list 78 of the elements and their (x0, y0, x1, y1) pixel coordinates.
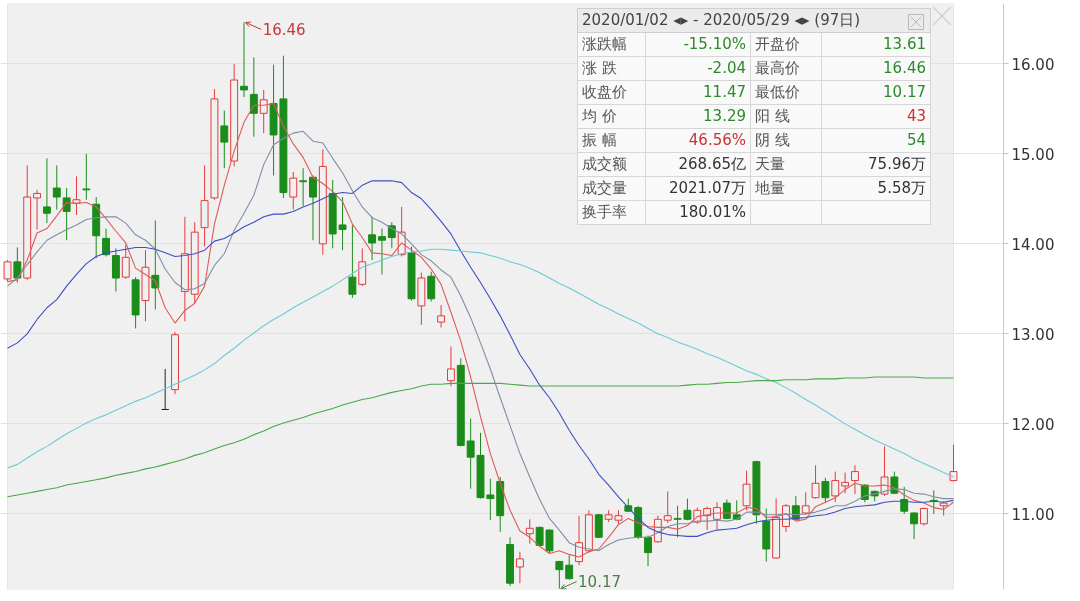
candlestick (259, 89, 268, 134)
candlestick (644, 534, 652, 567)
candlestick (900, 486, 909, 515)
annotation: 10.17 (821, 80, 931, 105)
annotation: 最低价 (750, 80, 822, 105)
annotation: 16.46 (262, 21, 306, 40)
candlestick (62, 187, 71, 241)
candlestick (309, 174, 317, 241)
candlestick (515, 551, 524, 584)
candlestick (358, 247, 367, 287)
annotation: 43 (821, 104, 931, 129)
y-tick-label: 15.00 (1011, 145, 1055, 164)
candlestick (910, 511, 919, 540)
annotation: 开盘价 (750, 32, 822, 57)
annotation: -15.10% (645, 32, 751, 57)
candlestick (13, 246, 22, 284)
annotation: 5.58万 (821, 176, 931, 201)
annotation: 成交额 (577, 152, 646, 177)
annotation: 16.46 (821, 56, 931, 81)
annotation: 涨跌幅 (577, 32, 646, 57)
annotation: 11.47 (645, 80, 751, 105)
annotation: 268.65亿 (645, 152, 751, 177)
candlestick (387, 221, 396, 249)
y-tick-label: 14.00 (1011, 235, 1055, 254)
annotation: 换手率 (577, 200, 646, 225)
y-tick-label: 11.00 (1011, 505, 1055, 524)
candlestick (220, 110, 229, 169)
candlestick (52, 165, 61, 211)
candlestick (841, 471, 850, 494)
candlestick (121, 244, 130, 280)
annotation: 成交量 (577, 176, 646, 201)
candlestick (437, 304, 446, 329)
annotation: 最高价 (750, 56, 822, 81)
y-tick-label: 13.00 (1011, 325, 1055, 344)
annotation: 75.96万 (821, 152, 931, 177)
y-tick-label: 16.00 (1011, 55, 1055, 74)
annotation: 收盘价 (577, 80, 646, 105)
candlestick (446, 345, 455, 387)
annotation: 2020/01/02 ◂▸ - 2020/05/29 ◂▸ (97日) (577, 8, 931, 33)
annotation: 180.01% (645, 200, 751, 225)
y-tick-label: 12.00 (1011, 415, 1055, 434)
candlestick (368, 216, 377, 261)
candlestick (82, 153, 91, 201)
candlestick (299, 167, 308, 207)
annotation: 2021.07万 (645, 176, 751, 201)
candlestick (42, 157, 51, 224)
candlestick (348, 224, 357, 299)
annotation: 均 价 (577, 104, 646, 129)
annotation: 46.56% (645, 128, 751, 153)
candlestick (821, 477, 830, 504)
candlestick (565, 554, 574, 581)
candlestick (249, 57, 258, 138)
candlestick (811, 464, 820, 500)
candlestick (555, 560, 564, 590)
annotation: 13.29 (645, 104, 751, 129)
annotation: 阳 线 (750, 104, 822, 129)
candlestick (742, 470, 751, 511)
line-series (6, 180, 955, 537)
candlestick (525, 518, 534, 545)
candlestick (378, 228, 386, 275)
annotation: 阴 线 (750, 128, 822, 153)
candlestick (240, 21, 248, 98)
annotation: 10.17 (578, 572, 622, 591)
annotation: 地量 (750, 176, 822, 201)
annotation: 振 幅 (577, 128, 646, 153)
candlestick (111, 247, 120, 293)
candlestick (102, 228, 110, 257)
annotation: 54 (821, 128, 931, 153)
candlestick (427, 271, 436, 302)
candlestick (663, 490, 672, 524)
candlestick (33, 189, 42, 230)
annotation: 涨 跌 (577, 56, 646, 81)
annotation: 天量 (750, 152, 822, 177)
annotation: -2.04 (645, 56, 751, 81)
candlestick (289, 171, 298, 211)
candlestick (831, 471, 840, 503)
annotation: 13.61 (821, 32, 931, 57)
candlestick (851, 464, 859, 495)
